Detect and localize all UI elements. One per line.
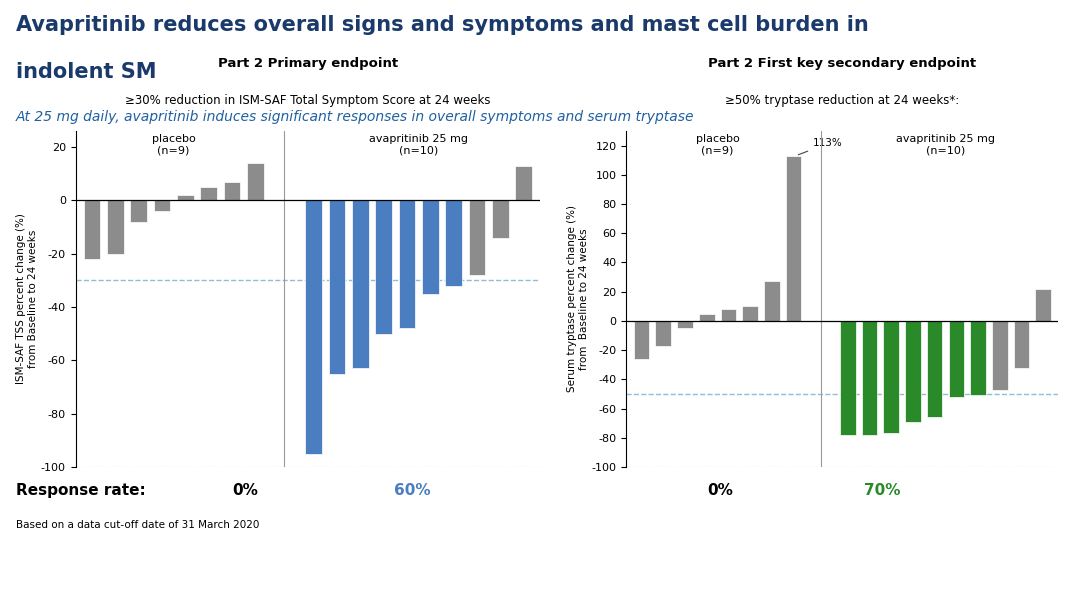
Text: ≥30% reduction in ISM-SAF Total Symptom Score at 24 weeks: ≥30% reduction in ISM-SAF Total Symptom … <box>125 95 490 107</box>
Bar <box>905 321 921 422</box>
Bar <box>1036 289 1051 321</box>
Bar <box>469 201 485 275</box>
Text: 0%: 0% <box>707 483 733 499</box>
Text: 70%: 70% <box>864 483 901 499</box>
Bar <box>422 201 438 294</box>
Text: Digital
Congress 2020: Digital Congress 2020 <box>92 552 159 572</box>
Text: placebo
(n=9): placebo (n=9) <box>151 134 195 156</box>
Text: At 25 mg daily, avapritinib induces significant responses in overall symptoms an: At 25 mg daily, avapritinib induces sign… <box>16 110 694 124</box>
Text: ≥50% tryptase reduction at 24 weeks*:: ≥50% tryptase reduction at 24 weeks*: <box>726 95 959 107</box>
Bar <box>927 321 943 417</box>
Y-axis label: Serum tryptase percent change (%)
from  Baseline to 24 weeks: Serum tryptase percent change (%) from B… <box>567 205 589 393</box>
Text: 60%: 60% <box>394 483 431 499</box>
Bar <box>786 156 801 321</box>
Bar <box>247 163 264 201</box>
Text: 113%: 113% <box>798 139 842 155</box>
Bar <box>515 165 532 201</box>
Bar <box>948 321 964 397</box>
Bar <box>862 321 877 435</box>
Text: Part 2 Primary endpoint: Part 2 Primary endpoint <box>218 57 397 70</box>
Bar <box>445 201 462 286</box>
Bar <box>200 187 217 201</box>
Y-axis label: ISM-SAF TSS percent change (%)
from Baseline to 24 weeks: ISM-SAF TSS percent change (%) from Base… <box>16 214 38 384</box>
Bar <box>83 201 100 259</box>
Text: Avapritinib reduces overall signs and symptoms and mast cell burden in: Avapritinib reduces overall signs and sy… <box>16 15 869 35</box>
Bar <box>840 321 855 435</box>
Bar <box>699 314 715 321</box>
Bar <box>306 201 322 454</box>
Text: *24 weeks or last assessment before, if 24 weeks not available.
ISM-SAF, Indolen: *24 weeks or last assessment before, if … <box>200 552 727 573</box>
Bar <box>107 201 124 253</box>
Bar <box>491 201 509 237</box>
Text: Part 2 First key secondary endpoint: Part 2 First key secondary endpoint <box>708 57 976 70</box>
Text: avapritinib 25 mg
(n=10): avapritinib 25 mg (n=10) <box>369 134 468 156</box>
Bar <box>153 201 171 211</box>
Bar <box>991 321 1008 390</box>
Bar <box>224 181 241 201</box>
Text: 0%: 0% <box>232 483 258 499</box>
Bar <box>656 321 671 346</box>
Bar <box>375 201 392 334</box>
Bar <box>634 321 649 359</box>
Bar <box>720 309 737 321</box>
Bar <box>352 201 368 368</box>
Text: EAACI: EAACI <box>11 553 70 571</box>
Bar <box>131 201 147 221</box>
Bar <box>1014 321 1029 368</box>
Bar <box>970 321 986 396</box>
Bar <box>177 195 193 201</box>
Bar <box>764 281 780 321</box>
Text: Response rate:: Response rate: <box>16 483 146 499</box>
Text: placebo
(n=9): placebo (n=9) <box>696 134 740 156</box>
Text: indolent SM: indolent SM <box>16 62 157 83</box>
Bar <box>883 321 899 433</box>
Text: Based on a data cut-off date of 31 March 2020: Based on a data cut-off date of 31 March… <box>16 520 259 530</box>
Bar <box>677 321 693 328</box>
Bar <box>399 201 416 328</box>
Text: avapritinib 25 mg
(n=10): avapritinib 25 mg (n=10) <box>896 134 995 156</box>
Bar <box>328 201 346 374</box>
Bar <box>742 306 758 321</box>
